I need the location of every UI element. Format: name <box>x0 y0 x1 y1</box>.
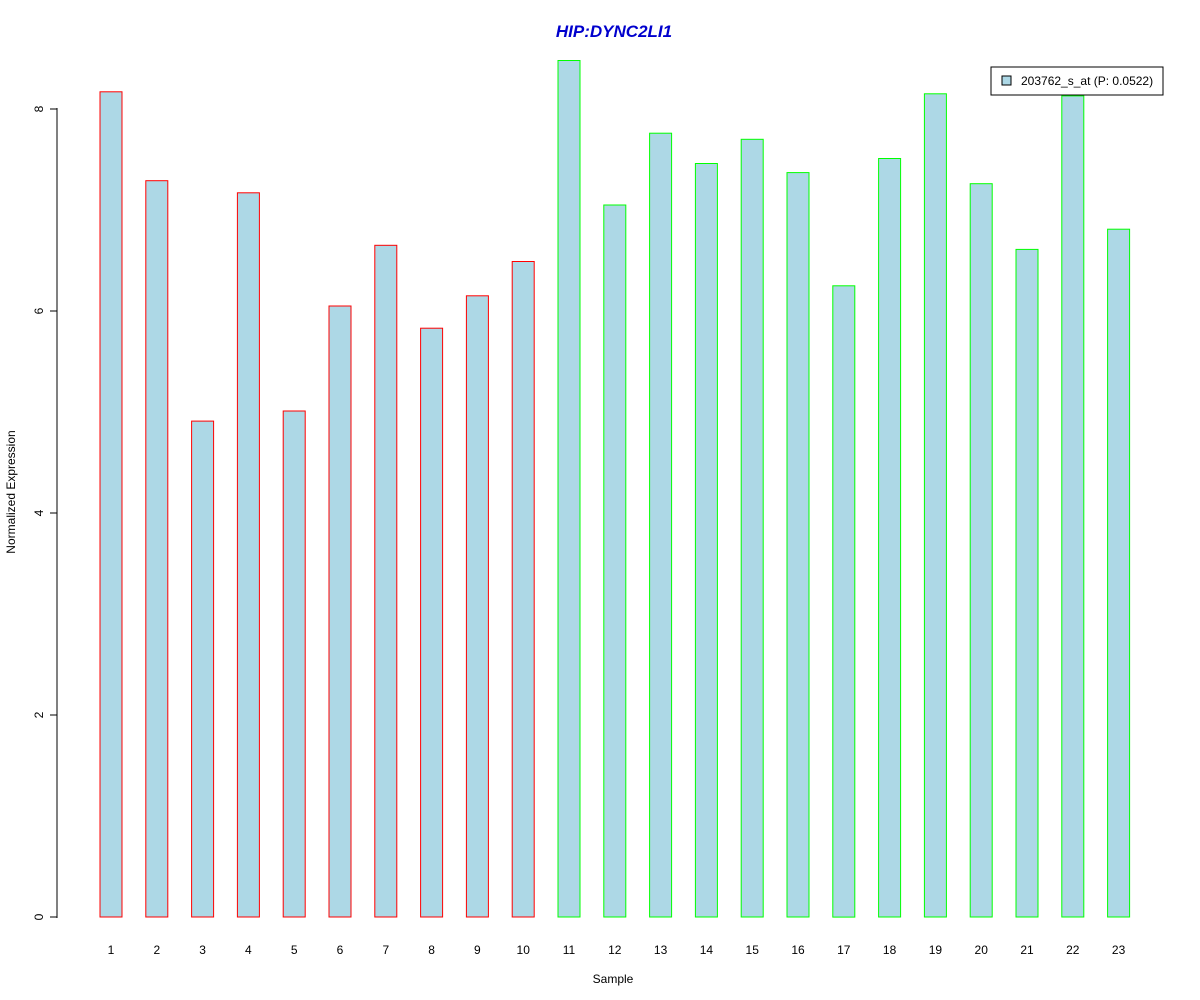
legend: 203762_s_at (P: 0.0522) <box>990 66 1164 96</box>
x-tick-label: 10 <box>517 943 531 957</box>
bar-sample-6 <box>328 305 352 918</box>
x-tick-label: 23 <box>1112 943 1126 957</box>
legend-box <box>990 66 1164 96</box>
bar-sample-7 <box>374 244 398 918</box>
bar-sample-14 <box>694 163 718 918</box>
bar-sample-5 <box>282 410 306 918</box>
x-axis-title: Sample <box>593 972 634 986</box>
x-tick-label: 22 <box>1066 943 1080 957</box>
y-axis-ticks: 0 2 4 6 8 <box>32 105 57 920</box>
legend-label: 203762_s_at (P: 0.0522) <box>1021 74 1153 88</box>
y-tick-label: 2 <box>32 711 46 718</box>
bar-sample-13 <box>649 132 673 918</box>
bar-sample-9 <box>465 295 489 918</box>
chart-title: HIP:DYNC2LI1 <box>556 22 672 41</box>
x-tick-label: 3 <box>199 943 206 957</box>
x-tick-label: 7 <box>382 943 389 957</box>
bars-group <box>99 60 1131 918</box>
bar-sample-21 <box>1015 248 1039 918</box>
bar-sample-19 <box>923 93 947 918</box>
bar-sample-16 <box>786 172 810 918</box>
bar-sample-22 <box>1061 95 1085 918</box>
x-tick-label: 9 <box>474 943 481 957</box>
bar-sample-18 <box>878 158 902 918</box>
x-tick-label: 6 <box>337 943 344 957</box>
y-axis-title: Normalized Expression <box>4 430 18 553</box>
x-tick-label: 4 <box>245 943 252 957</box>
x-tick-label: 11 <box>563 943 576 957</box>
bar-sample-23 <box>1107 228 1131 918</box>
bar-sample-8 <box>420 327 444 918</box>
bar-sample-20 <box>969 183 993 918</box>
x-tick-label: 1 <box>108 943 115 957</box>
bar-sample-11 <box>557 60 581 918</box>
legend-swatch <box>1001 75 1012 86</box>
y-tick-label: 8 <box>32 105 46 112</box>
y-tick-label: 4 <box>32 509 46 516</box>
bar-sample-12 <box>603 204 627 918</box>
x-tick-label: 16 <box>791 943 805 957</box>
x-tick-label: 21 <box>1020 943 1034 957</box>
x-tick-label: 20 <box>975 943 989 957</box>
bar-sample-15 <box>740 138 764 918</box>
x-axis-tick-labels: 1 2 3 4 5 6 7 8 9 10 11 12 13 14 15 16 17 18 19 20 21 22 23 <box>108 943 1126 957</box>
bar-sample-17 <box>832 285 856 918</box>
y-tick-label: 0 <box>32 913 46 920</box>
x-tick-label: 13 <box>654 943 668 957</box>
x-tick-label: 15 <box>746 943 760 957</box>
bar-sample-1 <box>99 91 123 918</box>
x-tick-label: 17 <box>837 943 851 957</box>
y-tick-label: 6 <box>32 307 46 314</box>
bar-sample-3 <box>191 420 215 918</box>
x-tick-label: 19 <box>929 943 943 957</box>
bar-sample-10 <box>511 261 535 918</box>
bar-sample-4 <box>236 192 260 918</box>
x-tick-label: 12 <box>608 943 622 957</box>
x-tick-label: 14 <box>700 943 714 957</box>
x-tick-label: 5 <box>291 943 298 957</box>
x-tick-label: 8 <box>428 943 435 957</box>
x-tick-label: 2 <box>153 943 160 957</box>
x-tick-label: 18 <box>883 943 897 957</box>
bar-sample-2 <box>145 180 169 918</box>
